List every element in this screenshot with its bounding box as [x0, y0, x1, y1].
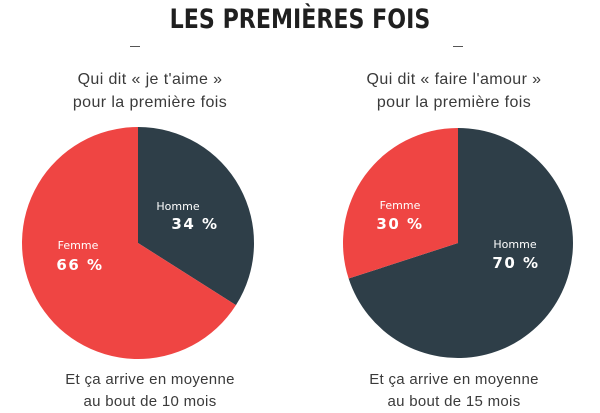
page-title: LES PREMIÈRES FOIS — [169, 4, 431, 35]
slice-value-femme: 30 % — [376, 215, 423, 233]
chart-question-line: Qui dit « faire l'amour » — [366, 71, 542, 88]
chart-footer-line: Et ça arrive en moyenne — [65, 371, 235, 388]
slice-label-homme: Homme — [493, 238, 536, 251]
chart-panel-left: Qui dit « je t'aime » pour la première f… — [0, 44, 300, 411]
chart-footer-line: au bout de 15 mois — [387, 393, 521, 410]
chart-footer-line: Et ça arrive en moyenne — [369, 371, 539, 388]
pie-chart: Homme 70 % Femme 30 % — [343, 128, 574, 358]
slice-value-homme: 70 % — [492, 254, 539, 272]
pie-slice-femme — [343, 128, 458, 279]
divider-dash — [130, 46, 140, 47]
chart-footer: Et ça arrive en moyenne au bout de 10 mo… — [0, 369, 300, 413]
chart-question-line: pour la première fois — [376, 94, 532, 111]
pie-chart: Homme 34 % Femme 66 % — [22, 127, 255, 359]
slice-value-homme: 34 % — [171, 215, 218, 233]
chart-footer-line: au bout de 10 mois — [83, 393, 217, 410]
chart-footer: Et ça arrive en moyenne au bout de 15 mo… — [304, 369, 600, 413]
pie-slice-homme — [138, 127, 255, 306]
slice-label-femme: Femme — [380, 199, 421, 212]
slice-label-femme: Femme — [58, 239, 99, 252]
pie-slice-femme — [22, 127, 236, 359]
pie-slice-homme — [348, 128, 574, 358]
chart-question: Qui dit « faire l'amour » pour la premiè… — [304, 68, 600, 114]
slice-value-femme: 66 % — [56, 256, 103, 274]
chart-question: Qui dit « je t'aime » pour la première f… — [0, 68, 300, 114]
chart-question-line: pour la première fois — [72, 94, 228, 111]
slice-label-homme: Homme — [156, 200, 199, 213]
chart-panel-right: Qui dit « faire l'amour » pour la premiè… — [300, 44, 600, 411]
chart-question-line: Qui dit « je t'aime » — [77, 71, 223, 88]
divider-dash — [453, 46, 463, 47]
